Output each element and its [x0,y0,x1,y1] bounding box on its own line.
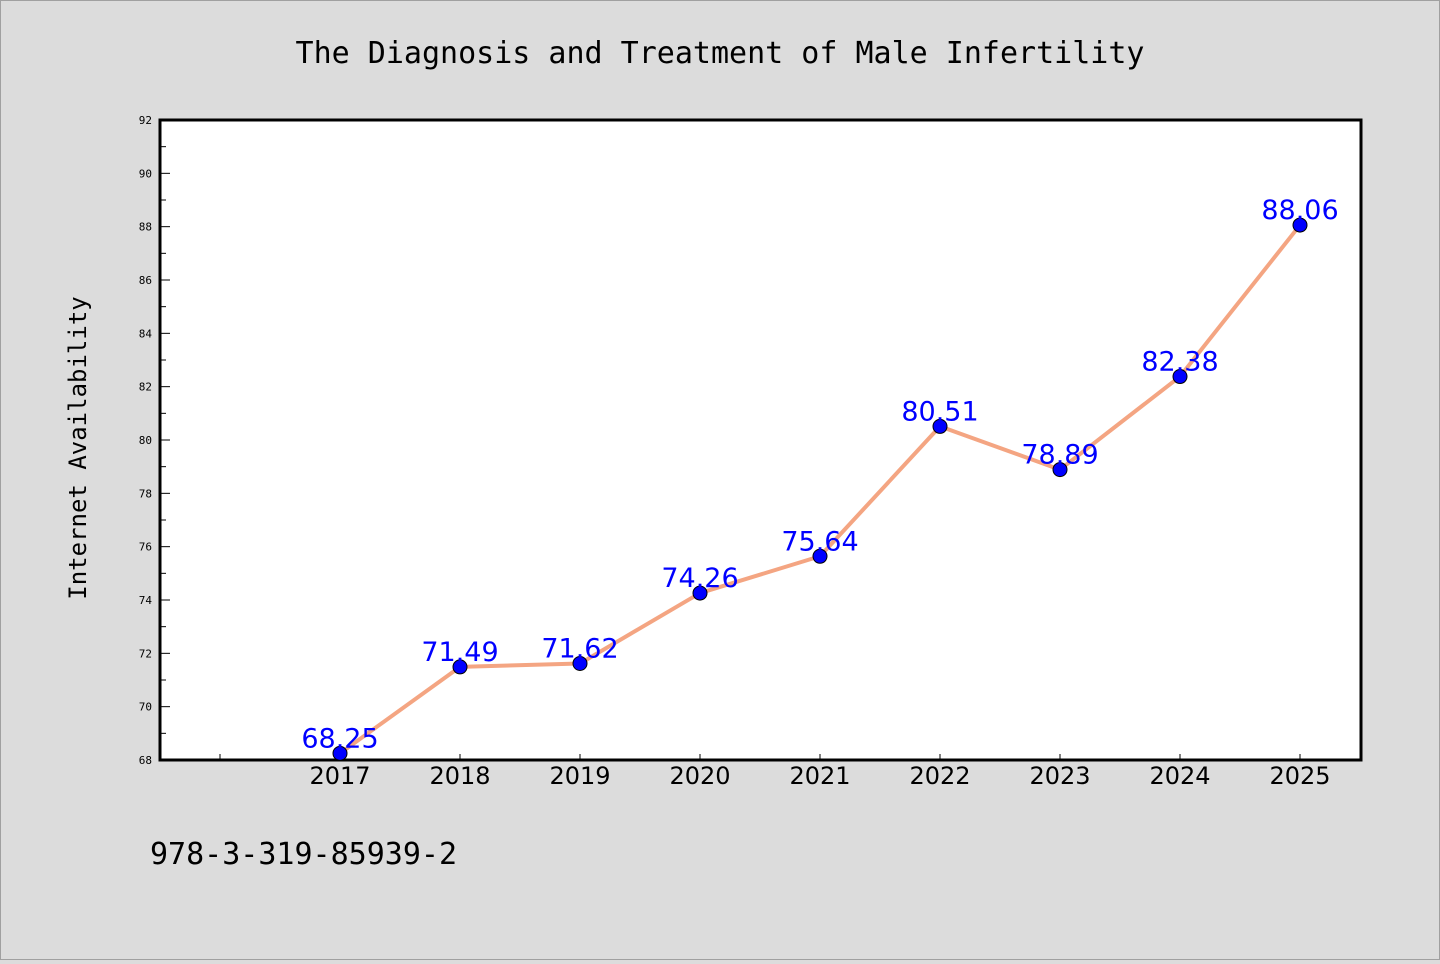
data-label: 88.06 [1261,195,1338,226]
y-tick-label: 68 [139,754,152,767]
data-point [1172,369,1188,385]
y-tick-label: 84 [139,327,153,340]
y-axis: 68 70 72 74 76 78 80 82 84 86 88 90 92 [139,114,170,767]
data-point [932,418,948,434]
y-tick-label: 74 [139,594,153,607]
data-point [452,659,468,675]
y-tick-label: 78 [139,487,152,500]
data-point [1052,462,1068,478]
x-axis: 2017 2018 2019 2020 2021 2022 2023 2024 2025 [219,754,1331,790]
x-tick-label: 2024 [1149,762,1210,790]
x-tick-label: 2022 [909,762,970,790]
y-tick-label: 86 [139,274,152,287]
data-label: 74.26 [661,563,738,594]
y-tick-label: 92 [139,114,152,127]
y-tick-label: 72 [139,647,152,660]
y-tick-label: 70 [139,701,152,714]
data-label: 78.89 [1021,440,1098,471]
x-tick-label: 2017 [309,762,370,790]
data-label: 80.51 [901,396,978,427]
data-point [812,548,828,564]
data-point [572,655,588,671]
x-tick-label: 2021 [789,762,850,790]
data-point [332,745,348,761]
isbn-text: 978-3-319-85939-2 [150,837,457,872]
plot-area [158,118,1363,762]
data-label: 71.62 [541,633,618,664]
x-tick-label: 2019 [549,762,610,790]
data-label: 75.64 [781,526,858,557]
x-tick-label: 2018 [429,762,490,790]
y-tick-label: 80 [139,434,152,447]
series-line-group: 68.25 71.49 71.62 74.26 75.64 80.51 78.89 82.38… [301,195,1339,761]
data-point [1292,217,1308,233]
y-tick-label: 76 [139,541,152,554]
chart-title: The Diagnosis and Treatment of Male Infe… [296,36,1145,71]
y-tick-label: 90 [139,167,152,180]
x-tick-label: 2025 [1269,762,1330,790]
x-tick-label: 2020 [669,762,730,790]
data-label: 82.38 [1141,347,1218,378]
data-label: 71.49 [421,637,498,668]
y-tick-label: 88 [139,221,152,234]
data-point [692,585,708,601]
y-tick-label: 82 [139,381,152,394]
y-axis-label: Internet Availability [64,296,92,599]
data-label: 68.25 [301,723,378,754]
x-tick-label: 2023 [1029,762,1090,790]
